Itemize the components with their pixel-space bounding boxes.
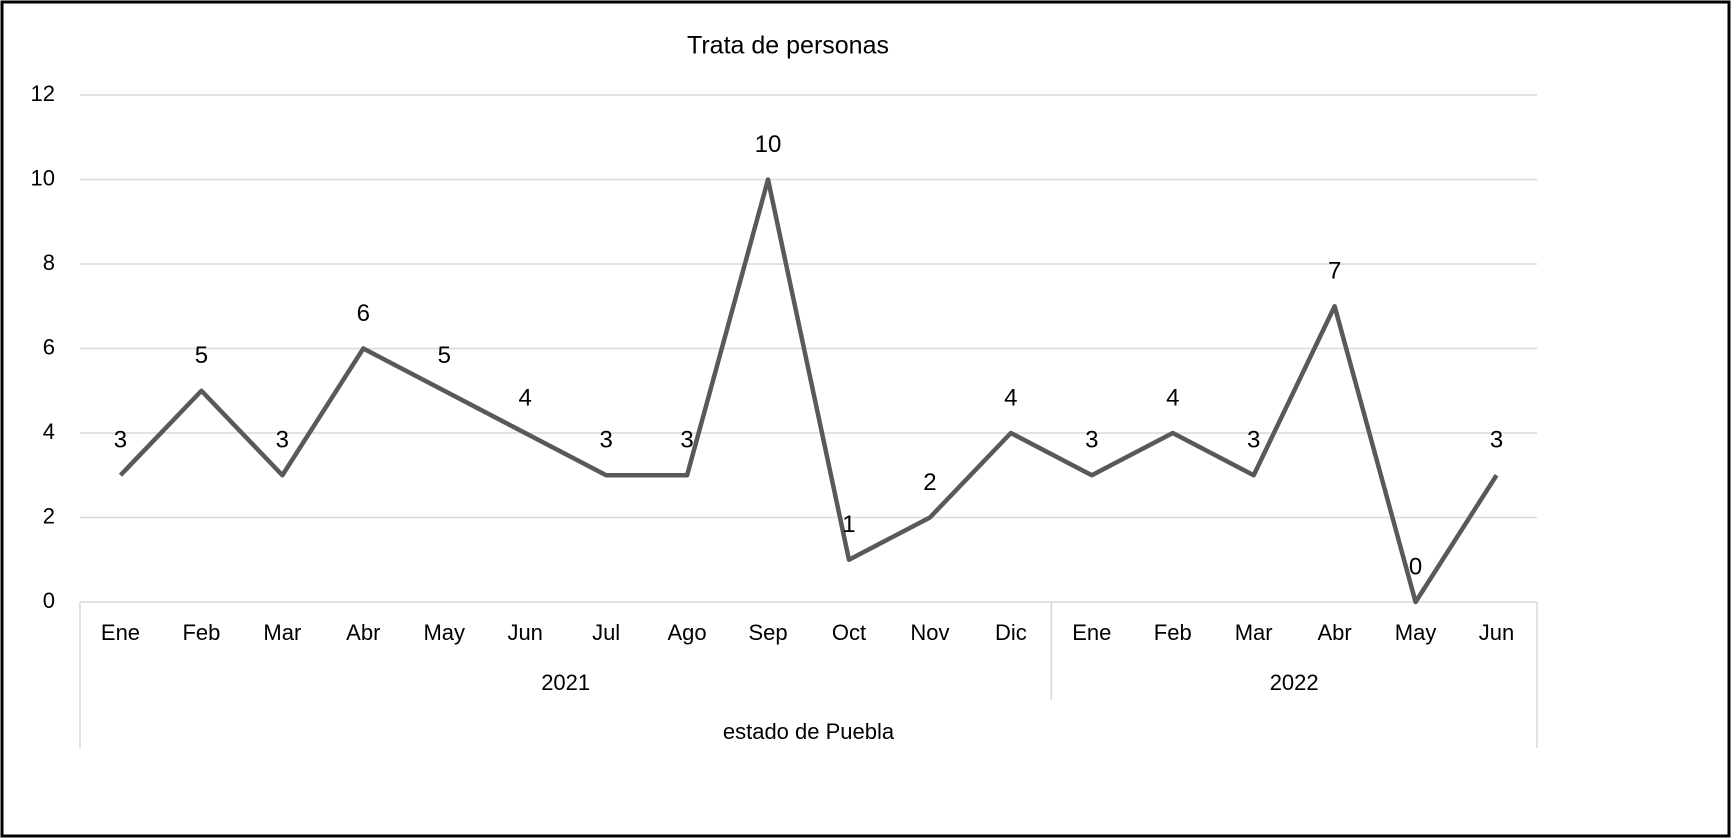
y-tick-label: 8: [43, 250, 55, 275]
y-tick-label: 4: [43, 419, 55, 444]
data-label: 7: [1328, 258, 1341, 285]
data-label: 0: [1409, 553, 1422, 580]
y-tick-label: 6: [43, 334, 55, 359]
data-label: 4: [519, 384, 532, 411]
group-label: 2021: [541, 670, 590, 695]
data-label: 5: [438, 342, 451, 369]
x-tick-label: Mar: [263, 620, 301, 645]
data-label: 6: [357, 300, 370, 327]
data-label: 10: [755, 131, 782, 158]
data-label: 4: [1166, 384, 1179, 411]
data-label: 5: [195, 342, 208, 369]
x-tick-label: May: [1395, 620, 1437, 645]
data-label: 3: [599, 427, 612, 454]
x-tick-label: May: [423, 620, 465, 645]
group-label: 2022: [1270, 670, 1319, 695]
y-tick-label: 0: [43, 588, 55, 613]
x-tick-label: Ene: [1072, 620, 1111, 645]
x-tick-label: Dic: [995, 620, 1027, 645]
data-line: [118, 177, 1499, 605]
data-label: 3: [1247, 427, 1260, 454]
data-label: 3: [680, 427, 693, 454]
x-tick-label: Sep: [748, 620, 787, 645]
y-tick-label: 2: [43, 503, 55, 528]
y-tick-label: 12: [31, 81, 55, 106]
x-tick-label: Jul: [592, 620, 620, 645]
x-tick-label: Jun: [507, 620, 542, 645]
data-label: 3: [276, 427, 289, 454]
x-tick-label: Feb: [1154, 620, 1192, 645]
x-tick-label: Nov: [910, 620, 949, 645]
y-tick-label: 10: [31, 165, 55, 190]
x-tick-label: Ene: [101, 620, 140, 645]
data-label: 3: [1085, 427, 1098, 454]
data-label: 2: [923, 469, 936, 496]
x-tick-label: Mar: [1235, 620, 1273, 645]
data-label: 3: [114, 427, 127, 454]
x-tick-label: Jun: [1479, 620, 1514, 645]
data-label: 3: [1490, 427, 1503, 454]
data-label: 4: [1004, 384, 1017, 411]
data-label: 1: [842, 511, 855, 538]
x-tick-label: Feb: [182, 620, 220, 645]
chart-title: Trata de personas: [687, 32, 889, 60]
x-tick-label: Abr: [346, 620, 380, 645]
x-axis-label: estado de Puebla: [723, 719, 895, 744]
x-tick-label: Abr: [1318, 620, 1352, 645]
x-tick-label: Ago: [668, 620, 707, 645]
x-tick-label: Oct: [832, 620, 866, 645]
